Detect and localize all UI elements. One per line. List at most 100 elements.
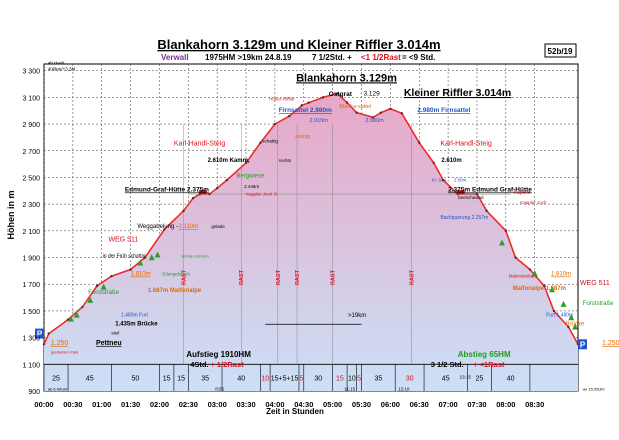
tree-marker bbox=[560, 300, 567, 307]
tree-marker bbox=[87, 296, 94, 303]
chart-title: Blankahorn 3.129m und Kleiner Riffler 3.… bbox=[157, 37, 440, 52]
profile-point bbox=[475, 192, 479, 196]
annotation-val2980m: 2.980m bbox=[365, 118, 384, 124]
annotation-val2610r: 2.610m bbox=[441, 158, 461, 164]
segment-label: 15 bbox=[177, 376, 185, 383]
profile-area bbox=[43, 92, 579, 391]
y-tick-label: 2 100 bbox=[22, 229, 40, 236]
segment-label: 5 bbox=[357, 376, 361, 383]
tree-marker bbox=[572, 323, 579, 330]
profile-point bbox=[552, 309, 556, 313]
x-tick-label: 02:30 bbox=[179, 400, 198, 409]
tree-marker bbox=[531, 270, 538, 277]
y-tick-label: 2 300 bbox=[22, 202, 40, 209]
profile-point bbox=[81, 305, 84, 309]
axis-ticks: 900 1 100 1 300 1 500 1 700 1 900 2 100 2 300 2 … bbox=[22, 69, 544, 409]
x-tick-label: 08:00 bbox=[496, 400, 515, 409]
tour-time: 7 1/2Std. + bbox=[312, 53, 352, 62]
region-label: Verwall bbox=[161, 53, 189, 62]
x-tick-label: 06:30 bbox=[410, 400, 429, 409]
annotation-aufstieg: Aufstieg 1910HM bbox=[186, 350, 251, 359]
annotation-t1115: 11:15 bbox=[344, 386, 355, 391]
profile-point bbox=[300, 104, 304, 107]
profile-point bbox=[110, 275, 113, 278]
annotation-sonnig: sonnig bbox=[295, 134, 310, 140]
x-tick-label: 00:30 bbox=[63, 400, 82, 409]
y-tick-label: 1 100 bbox=[22, 362, 40, 369]
segment-label: 15 bbox=[163, 376, 171, 383]
annotation-frueh: in der Früh schattig bbox=[103, 254, 146, 260]
segment-label: 25 bbox=[52, 376, 60, 383]
tree-marker bbox=[154, 251, 161, 258]
annotation-abstieg-r: + <1Rast bbox=[473, 360, 505, 369]
segment-label: 40 bbox=[507, 376, 515, 383]
annotation-furt-r: Furt 1.480m bbox=[546, 312, 573, 318]
annotations: Blankahorn 3.129m Kleiner Riffler 3.014m O… bbox=[35, 61, 619, 391]
profile-point bbox=[504, 229, 508, 233]
x-tick-label: 07:30 bbox=[467, 400, 486, 409]
y-tick-label: 3 100 bbox=[22, 95, 40, 102]
profile-point bbox=[143, 256, 147, 259]
annotation-kapelle: Kapelle bbox=[514, 190, 531, 196]
profile-point bbox=[345, 101, 349, 104]
annotation-val3129: 3.129 bbox=[363, 90, 380, 97]
tree-marker bbox=[67, 315, 74, 322]
profile-point bbox=[244, 161, 248, 164]
annotation-topleft1: ab Heidi bbox=[48, 61, 65, 66]
annotation-leichte: leichte Lärchen bbox=[182, 254, 209, 259]
profile-point bbox=[418, 141, 421, 144]
x-tick-label: 03:30 bbox=[236, 400, 255, 409]
x-tick-label: 05:30 bbox=[352, 400, 371, 409]
annotation-firnsattel-l: Firnsattel 2.980m bbox=[279, 107, 332, 114]
profile-point bbox=[485, 209, 488, 213]
annotation-edmund-r: 2.375m Edmund Graf-Hütte bbox=[448, 186, 532, 193]
y-tick-label: 1 900 bbox=[22, 256, 40, 263]
profile-point bbox=[379, 111, 382, 114]
hut-marker bbox=[198, 190, 207, 195]
annotation-malfon-r: Malfonalpe 1.687m bbox=[513, 286, 566, 292]
x-tick-label: 07:00 bbox=[439, 400, 458, 409]
profile-point bbox=[567, 325, 570, 329]
annotation-schattig: schattig bbox=[262, 139, 278, 144]
annotation-hoher-riffler: Hoher-Riffler bbox=[269, 97, 295, 102]
segment-label: 15 bbox=[336, 376, 344, 383]
profile-point bbox=[259, 141, 262, 144]
rast-label: RAST bbox=[239, 269, 245, 285]
tour-rest: <1 1/2Rast bbox=[361, 53, 401, 62]
annotation-weg511-l: WEG 511 bbox=[108, 237, 138, 244]
tree-marker bbox=[498, 239, 505, 246]
annotation-val1250l: 1.250 bbox=[51, 340, 69, 347]
profile-point bbox=[129, 268, 132, 271]
tree-marker bbox=[73, 311, 80, 318]
annotation-weg511-r: WEG 511 bbox=[580, 280, 610, 287]
annotation-bergwiese: Bergwiese bbox=[236, 173, 265, 179]
segment-label: 45 bbox=[86, 376, 94, 383]
annotation-kappler-r: Kappler Joch bbox=[520, 200, 547, 205]
profile-point bbox=[182, 209, 185, 213]
profile-point bbox=[514, 256, 517, 259]
parking-icon-letter: P bbox=[37, 330, 43, 339]
segment-label: 15+5+15 bbox=[271, 376, 299, 383]
segment-label: 10 bbox=[348, 376, 356, 383]
tour-stats: 1975HM >19km 24.8.19 bbox=[205, 53, 292, 62]
annotation-topleft2: 400km/+3.3/4 bbox=[48, 67, 76, 72]
annotation-summit-big: Blankahorn 3.129m bbox=[296, 72, 397, 84]
profile-point bbox=[208, 192, 211, 196]
profile-point bbox=[225, 178, 229, 182]
profile-point bbox=[371, 116, 375, 119]
annotation-aufstieg-t: 4Std. bbox=[190, 360, 208, 369]
annotation-riffler-big: Kleiner Riffler 3.014m bbox=[404, 87, 511, 99]
profile-point bbox=[389, 107, 392, 111]
y-tick-label: 1 500 bbox=[22, 309, 40, 316]
annotation-gelade: gelade bbox=[211, 224, 225, 229]
profile-point bbox=[288, 114, 291, 118]
tour-tag: 52b/19 bbox=[548, 47, 573, 56]
segment-label: 35 bbox=[374, 376, 382, 383]
tree-marker bbox=[148, 254, 155, 261]
x-tick-label: 08:30 bbox=[525, 400, 544, 409]
x-tick-label: 03:00 bbox=[208, 400, 227, 409]
tree-marker bbox=[137, 259, 144, 266]
annotation-abstieg: Abstieg 65HM bbox=[458, 350, 511, 359]
segment-label: 10 bbox=[261, 376, 269, 383]
rast-label: RAST bbox=[276, 269, 282, 285]
